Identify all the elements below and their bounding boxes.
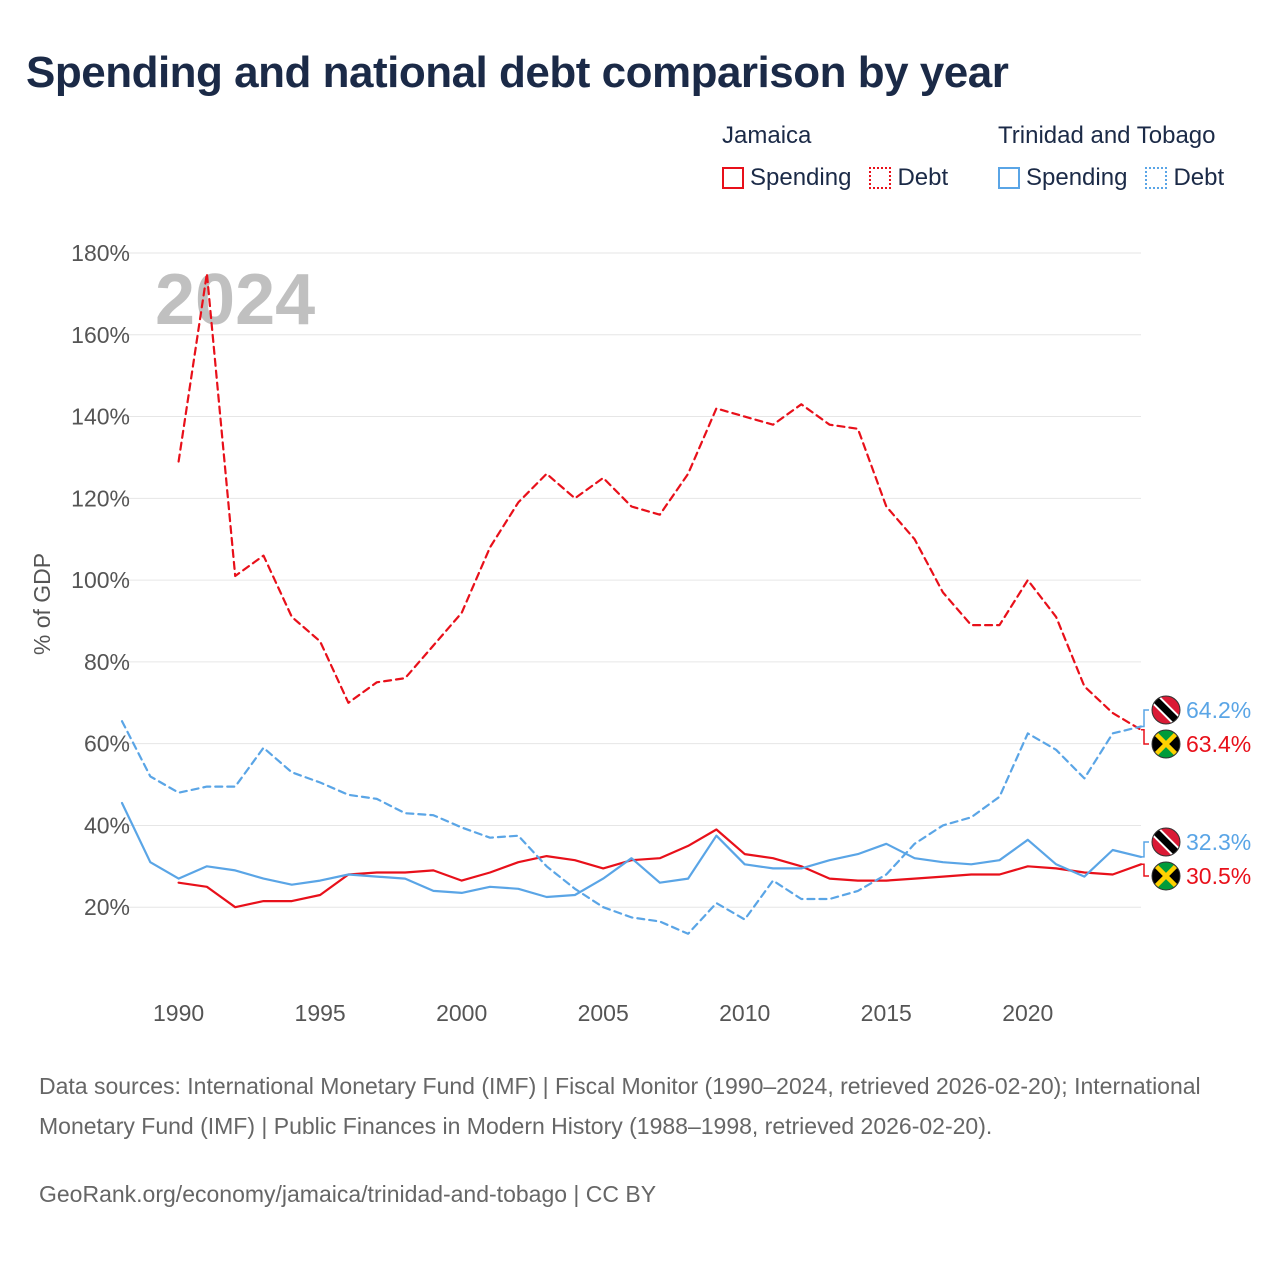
series-line-trinidad-and-tobago-spending[interactable] xyxy=(120,801,1143,899)
legend-trinidad-debt[interactable]: Debt xyxy=(1145,164,1224,192)
end-label-jamaica: 30.5% xyxy=(1141,861,1251,891)
x-tick-label: 1995 xyxy=(295,1000,346,1026)
legend-trinidad: Trinidad and Tobago Spending Debt xyxy=(998,122,1224,192)
series-line-trinidad-and-tobago-debt[interactable] xyxy=(120,720,1143,935)
y-axis-label: % of GDP xyxy=(29,553,55,655)
dotted-swatch-icon xyxy=(1145,167,1168,189)
legend-jamaica-debt[interactable]: Debt xyxy=(869,164,948,192)
end-value-label: 63.4% xyxy=(1186,731,1251,757)
x-tick-label: 1990 xyxy=(153,1000,204,1026)
y-tick-label: 80% xyxy=(84,649,130,675)
trinidad-flag-icon xyxy=(1151,695,1181,725)
end-value-label: 30.5% xyxy=(1186,863,1251,889)
x-tick-label: 2015 xyxy=(861,1000,912,1026)
end-label-jamaica: 63.4% xyxy=(1141,729,1251,759)
y-tick-label: 180% xyxy=(71,240,130,266)
legend-jamaica: Jamaica Spending Debt xyxy=(722,122,948,192)
solid-swatch-icon xyxy=(722,167,744,189)
y-tick-label: 140% xyxy=(71,404,130,430)
dotted-swatch-icon xyxy=(869,167,892,189)
legend-group-label: Jamaica xyxy=(722,122,812,149)
legend-group-label: Trinidad and Tobago xyxy=(998,122,1216,149)
legend-item-label: Debt xyxy=(1173,164,1225,191)
series-line-jamaica-debt[interactable] xyxy=(177,272,1143,731)
y-tick-label: 160% xyxy=(71,322,130,348)
credit-link[interactable]: GeoRank.org/economy/jamaica/trinidad-and… xyxy=(39,1181,657,1207)
jamaica-flag-icon xyxy=(1151,729,1181,759)
legend-item-label: Spending xyxy=(750,164,852,191)
label-connector xyxy=(1141,841,1149,858)
y-tick-label: 40% xyxy=(84,812,130,838)
x-tick-label: 2010 xyxy=(719,1000,770,1026)
legend-item-label: Debt xyxy=(897,164,949,191)
series-line-jamaica-spending[interactable] xyxy=(177,828,1143,909)
end-label-trinidad: 32.3% xyxy=(1141,827,1251,858)
solid-swatch-icon xyxy=(998,167,1020,189)
label-connector xyxy=(1141,709,1149,728)
label-connector xyxy=(1141,863,1149,877)
y-tick-label: 60% xyxy=(84,731,130,757)
jamaica-flag-icon xyxy=(1151,861,1181,891)
trinidad-flag-icon xyxy=(1151,827,1181,857)
legend-jamaica-spending[interactable]: Spending xyxy=(722,164,851,192)
end-label-trinidad: 64.2% xyxy=(1141,695,1251,728)
x-tick-label: 2005 xyxy=(578,1000,629,1026)
y-tick-label: 100% xyxy=(71,567,130,593)
year-watermark: 2024 xyxy=(155,260,315,340)
y-tick-label: 120% xyxy=(71,485,130,511)
label-connector xyxy=(1141,729,1149,745)
line-chart: 2024 % of GDP 20% 40% 60% 80% 100% 120% 140% 16… xyxy=(29,240,1251,1026)
end-value-label: 32.3% xyxy=(1186,829,1251,855)
legend-item-label: Spending xyxy=(1026,164,1128,191)
chart-title: Spending and national debt comparison by… xyxy=(26,48,1009,97)
x-tick-label: 2000 xyxy=(436,1000,487,1026)
legend-trinidad-spending[interactable]: Spending xyxy=(998,164,1127,192)
x-tick-label: 2020 xyxy=(1002,1000,1053,1026)
y-tick-label: 20% xyxy=(84,894,130,920)
data-sources: Data sources: International Monetary Fun… xyxy=(39,1073,1201,1139)
end-value-label: 64.2% xyxy=(1186,697,1251,723)
